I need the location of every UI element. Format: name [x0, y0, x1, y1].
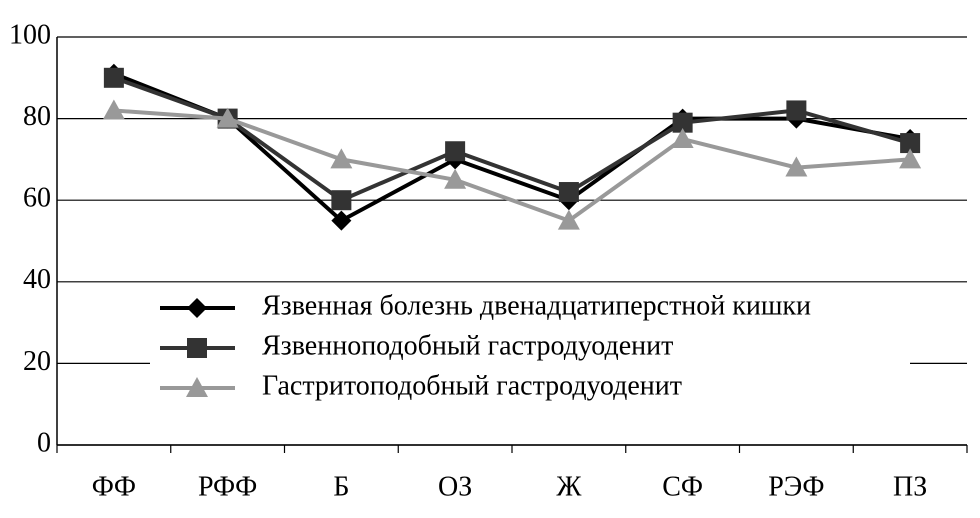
x-tick-label: ПЗ — [893, 471, 927, 502]
point — [671, 128, 694, 148]
point — [899, 148, 922, 169]
point — [216, 107, 239, 128]
y-tick-label: 20 — [23, 346, 51, 377]
point — [103, 67, 124, 88]
point — [785, 156, 808, 177]
x-tick-label: РЭФ — [768, 471, 824, 502]
x-tick-label: РФФ — [198, 471, 257, 502]
legend-label: Гастритоподобный гастродуоденит — [262, 370, 682, 401]
series-line — [113, 71, 911, 224]
y-tick-label: 100 — [9, 19, 51, 50]
y-tick-label: 80 — [23, 101, 51, 132]
point — [444, 168, 467, 189]
point — [672, 112, 693, 133]
point — [900, 133, 921, 154]
point — [558, 182, 579, 203]
series-line — [113, 75, 911, 203]
point — [331, 210, 352, 231]
point — [102, 99, 125, 120]
point — [557, 209, 580, 230]
legend-marker — [187, 338, 207, 358]
point — [786, 100, 807, 121]
x-tick-label: СФ — [662, 471, 703, 502]
y-tick-label: 0 — [37, 427, 51, 458]
y-tick-label: 40 — [23, 264, 51, 295]
x-tick-label: Ж — [556, 471, 582, 502]
x-tick-label: ФФ — [92, 471, 136, 502]
legend-marker — [186, 377, 208, 397]
x-tick-label: ОЗ — [438, 471, 472, 502]
point — [445, 141, 466, 162]
legend-label: Язвенноподобный гастродуоденит — [262, 330, 673, 361]
point — [330, 148, 353, 169]
y-tick-label: 60 — [23, 183, 51, 214]
legend-box — [150, 288, 910, 412]
legend-marker — [187, 298, 207, 318]
legend-label: Язвенная болезнь двенадцатиперстной кишк… — [262, 290, 811, 321]
series-line — [113, 108, 911, 223]
x-tick-label: Б — [333, 471, 349, 502]
point — [331, 190, 352, 211]
